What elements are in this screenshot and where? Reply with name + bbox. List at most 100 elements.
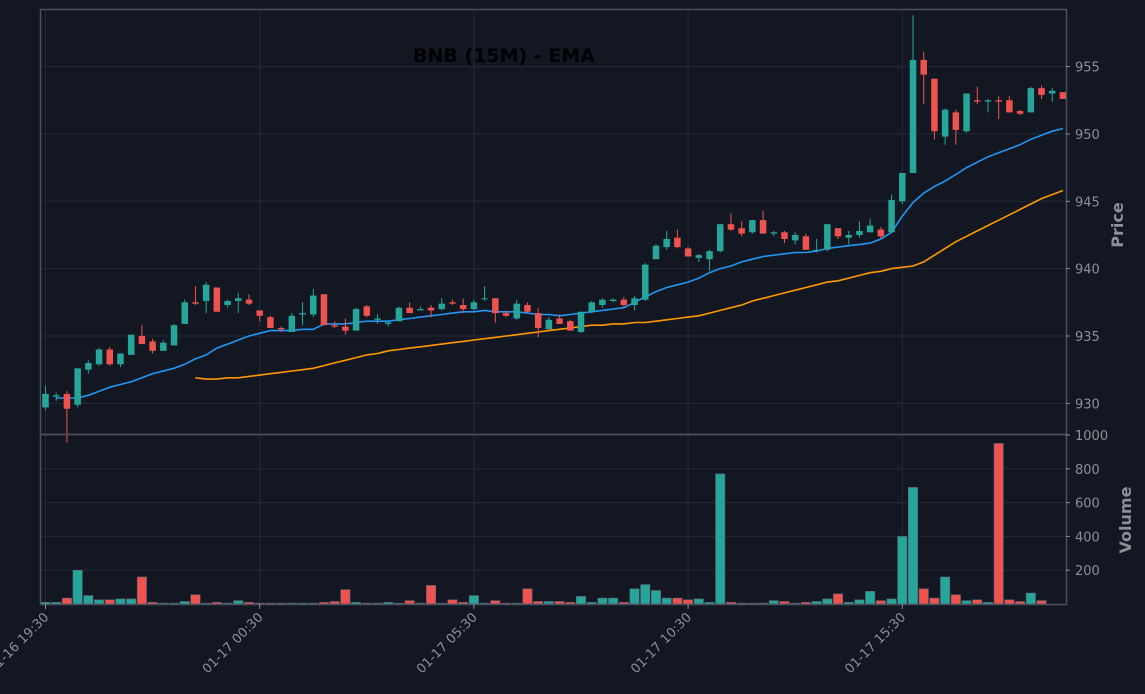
candle bbox=[556, 314, 563, 324]
volume-bar bbox=[800, 602, 811, 605]
candle-body bbox=[149, 341, 156, 351]
volume-bar bbox=[72, 569, 83, 605]
candle bbox=[331, 321, 338, 328]
volume-bar bbox=[875, 600, 886, 605]
volume-bar bbox=[865, 591, 876, 605]
candle bbox=[845, 230, 852, 245]
candle bbox=[1038, 85, 1045, 99]
candle bbox=[106, 346, 114, 366]
price-tick-label: 930 bbox=[1075, 397, 1100, 412]
volume-axis-title: Volume bbox=[1116, 486, 1135, 553]
volume-bar bbox=[61, 597, 72, 605]
candle bbox=[310, 288, 317, 318]
chart-title: BNB (15M) - EMA bbox=[413, 45, 595, 67]
volume-bar bbox=[351, 602, 362, 605]
candle bbox=[524, 302, 531, 314]
candle bbox=[963, 93, 970, 133]
candle-body bbox=[524, 305, 531, 312]
candle bbox=[834, 228, 842, 240]
volume-bar bbox=[693, 598, 704, 605]
candle-body bbox=[995, 100, 1002, 102]
candle-body bbox=[138, 336, 146, 345]
volume-bar bbox=[575, 596, 586, 605]
candle-body bbox=[695, 255, 703, 258]
volume-bar bbox=[768, 600, 779, 605]
volume-bar bbox=[683, 599, 694, 605]
candle-body bbox=[727, 224, 735, 230]
volume-bar bbox=[672, 597, 683, 605]
volume-bar bbox=[661, 597, 672, 605]
candle-body bbox=[1006, 100, 1013, 113]
volume-bar bbox=[147, 602, 158, 605]
volume-bar bbox=[104, 599, 115, 605]
candle-body bbox=[74, 368, 81, 405]
volume-bar bbox=[779, 601, 790, 605]
candle bbox=[652, 244, 660, 260]
volume-bar bbox=[554, 601, 565, 605]
candle-body bbox=[909, 59, 917, 174]
volume-bar bbox=[522, 588, 533, 605]
candle bbox=[85, 360, 92, 374]
candle-body bbox=[749, 220, 756, 233]
volume-bar bbox=[586, 602, 597, 605]
candle-body bbox=[374, 318, 381, 320]
candle-body bbox=[1016, 111, 1024, 114]
candle bbox=[1027, 86, 1035, 113]
candle-body bbox=[877, 229, 885, 237]
volume-bar bbox=[1036, 600, 1047, 605]
candle bbox=[952, 109, 960, 145]
candle bbox=[588, 300, 595, 314]
volume-bar bbox=[629, 588, 640, 605]
candle-body bbox=[1059, 92, 1067, 99]
price-tick-label: 935 bbox=[1075, 330, 1100, 345]
candle bbox=[856, 221, 863, 238]
candle-body bbox=[513, 303, 520, 319]
candle bbox=[395, 306, 403, 322]
candle-body bbox=[342, 326, 349, 331]
candle-body bbox=[224, 300, 231, 306]
price-tick-label: 940 bbox=[1075, 263, 1100, 278]
candle bbox=[170, 323, 178, 346]
candle-body bbox=[899, 173, 906, 202]
price-tick-label: 945 bbox=[1075, 195, 1100, 210]
volume-bar bbox=[458, 602, 469, 605]
candle bbox=[95, 348, 103, 366]
candle bbox=[995, 96, 1002, 120]
volume-bar bbox=[83, 595, 94, 605]
candle-body bbox=[941, 109, 949, 137]
volume-bar bbox=[929, 597, 940, 605]
candle bbox=[674, 229, 681, 249]
candle-body bbox=[791, 234, 799, 241]
ema-slow-line bbox=[195, 189, 1064, 380]
candle bbox=[127, 334, 135, 355]
volume-bar bbox=[972, 599, 983, 605]
candle-body bbox=[42, 393, 49, 408]
candle bbox=[342, 318, 349, 335]
candle bbox=[534, 307, 542, 338]
candle-body bbox=[1048, 90, 1056, 94]
volume-bar bbox=[211, 602, 222, 605]
candle-body bbox=[395, 307, 403, 322]
volume-axis-ticks: 200 400 600 800 1000 bbox=[1066, 429, 1108, 579]
volume-bar bbox=[233, 600, 244, 605]
candle-body bbox=[384, 322, 392, 324]
candle bbox=[459, 298, 467, 314]
candle bbox=[974, 86, 981, 105]
candle-body bbox=[181, 302, 188, 324]
candle bbox=[663, 230, 670, 250]
volume-bar bbox=[854, 599, 865, 605]
volume-bar bbox=[1025, 592, 1036, 605]
candle-body bbox=[577, 311, 585, 332]
volume-layer bbox=[40, 443, 1047, 605]
candle-body bbox=[588, 302, 595, 312]
candle-body bbox=[459, 305, 467, 310]
candle bbox=[52, 392, 60, 401]
volume-bar bbox=[565, 602, 576, 605]
volume-bar bbox=[961, 600, 972, 605]
candle-body bbox=[288, 315, 296, 332]
candle bbox=[384, 321, 392, 327]
candle bbox=[288, 313, 296, 332]
candle-body bbox=[160, 342, 167, 351]
candle bbox=[363, 305, 371, 318]
